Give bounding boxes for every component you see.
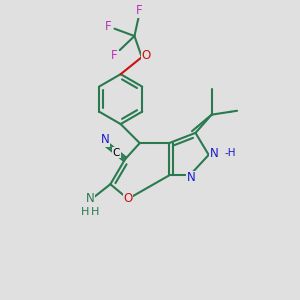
- Text: H: H: [91, 207, 99, 217]
- Text: H: H: [81, 207, 89, 217]
- Text: N: N: [187, 171, 196, 184]
- Text: -H: -H: [225, 148, 236, 158]
- Text: O: O: [142, 49, 151, 62]
- Text: N: N: [210, 147, 218, 160]
- Text: F: F: [105, 20, 111, 33]
- Text: F: F: [111, 49, 118, 62]
- Text: O: O: [123, 192, 133, 206]
- Text: C: C: [113, 148, 120, 158]
- Text: N: N: [85, 192, 94, 206]
- Text: F: F: [136, 4, 143, 17]
- Text: N: N: [101, 133, 110, 146]
